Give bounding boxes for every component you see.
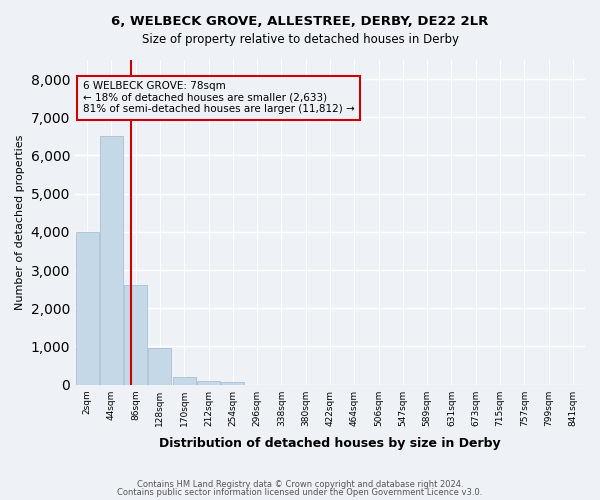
Bar [221,382,244,384]
Text: 6 WELBECK GROVE: 78sqm
← 18% of detached houses are smaller (2,633)
81% of semi-: 6 WELBECK GROVE: 78sqm ← 18% of detached… [83,81,355,114]
Bar [100,136,123,384]
Bar [76,232,98,384]
Text: Contains HM Land Registry data © Crown copyright and database right 2024.: Contains HM Land Registry data © Crown c… [137,480,463,489]
Text: 6, WELBECK GROVE, ALLESTREE, DERBY, DE22 2LR: 6, WELBECK GROVE, ALLESTREE, DERBY, DE22… [112,15,488,28]
Bar [173,377,196,384]
Bar [124,286,147,384]
Bar [197,381,220,384]
Text: Contains public sector information licensed under the Open Government Licence v3: Contains public sector information licen… [118,488,482,497]
X-axis label: Distribution of detached houses by size in Derby: Distribution of detached houses by size … [159,437,501,450]
Bar [148,348,172,384]
Text: Size of property relative to detached houses in Derby: Size of property relative to detached ho… [142,32,458,46]
Y-axis label: Number of detached properties: Number of detached properties [15,134,25,310]
